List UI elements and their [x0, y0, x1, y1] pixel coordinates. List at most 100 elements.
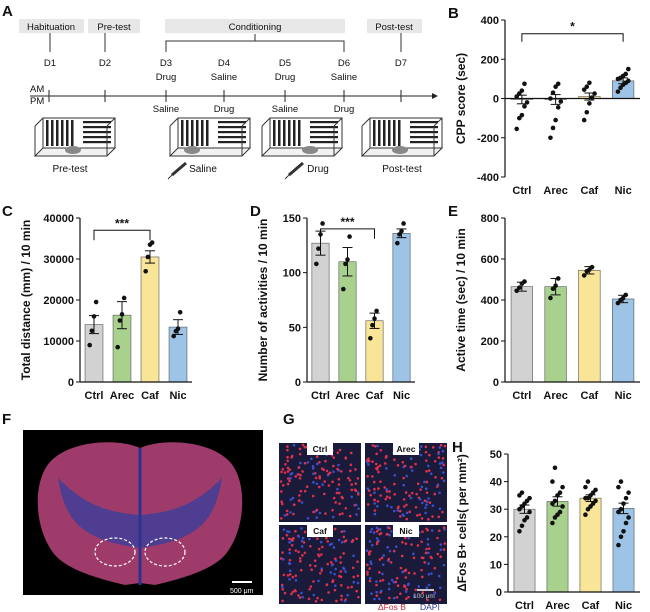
y-tick-label: 400: [481, 15, 499, 27]
y-tick-label: 20000: [43, 295, 74, 307]
significance-bracket: [320, 228, 375, 239]
cell-dot: [378, 464, 382, 467]
cell-dot: [427, 551, 430, 555]
data-point: [552, 465, 558, 471]
cell-dot: [399, 566, 403, 570]
cell-dot: [352, 554, 355, 558]
data-point: [177, 310, 183, 315]
panel-label-b: B: [448, 5, 459, 22]
cell-dot: [279, 557, 283, 560]
cell-dot: [379, 531, 383, 535]
cell-dot: [427, 547, 431, 550]
cell-dot: [354, 482, 358, 485]
cell-dot: [425, 547, 428, 551]
cell-dot: [317, 547, 321, 551]
tile-label-bg: [393, 443, 419, 455]
cell-dot: [342, 552, 345, 555]
cell-dot: [334, 584, 337, 587]
cell-dot: [337, 463, 340, 467]
data-point: [517, 528, 522, 534]
cell-dot: [443, 542, 447, 545]
cell-dot: [288, 479, 291, 483]
cell-dot: [372, 531, 376, 534]
cell-dot: [282, 573, 286, 577]
cell-dot: [281, 467, 285, 471]
cell-dot: [346, 593, 349, 597]
cell-dot: [408, 510, 412, 514]
data-point: [558, 99, 564, 104]
stripe-horizontal: [218, 131, 246, 134]
cell-dot: [325, 469, 329, 473]
data-point: [593, 498, 598, 504]
x-tick-label: Caf: [581, 185, 599, 197]
cell-dot: [286, 455, 289, 459]
cell-dot: [339, 570, 343, 573]
cell-dot: [325, 583, 329, 587]
data-point: [345, 257, 350, 262]
data-point: [516, 285, 522, 291]
bar-nic: [612, 508, 635, 593]
cell-dot: [298, 596, 302, 599]
box-label-posttest: Post-test: [382, 164, 422, 175]
stripe-horizontal: [310, 131, 338, 134]
cell-dot: [438, 507, 442, 511]
cell-dot: [356, 581, 360, 585]
cell-dot: [327, 591, 330, 594]
data-point: [347, 234, 352, 239]
cell-dot: [426, 598, 429, 602]
cell-dot: [393, 493, 396, 496]
am-treatment-label: Saline: [331, 72, 357, 83]
data-point: [581, 273, 587, 278]
cell-dot: [406, 583, 410, 587]
cell-dot: [317, 579, 320, 583]
stripe-horizontal: [83, 121, 111, 124]
cell-dot: [409, 457, 413, 461]
data-point: [560, 484, 565, 490]
cell-dot: [288, 468, 292, 471]
cell-dot: [379, 448, 383, 452]
cpp-apparatus-icon: [360, 117, 444, 157]
cell-dot: [334, 567, 337, 571]
cell-dot: [299, 461, 302, 465]
cell-dot: [378, 528, 382, 531]
cell-dot: [298, 557, 302, 560]
cell-dot: [365, 549, 369, 552]
cell-dot: [404, 590, 408, 593]
data-point: [584, 109, 590, 115]
cell-dot: [425, 470, 428, 473]
data-point: [550, 90, 556, 95]
cell-dot: [298, 476, 302, 480]
cell-dot: [394, 545, 398, 548]
stripe-horizontal: [218, 141, 246, 144]
cell-dot: [313, 559, 317, 563]
x-tick-label: Nic: [615, 185, 632, 197]
cell-dot: [415, 492, 418, 496]
cell-dot: [337, 491, 341, 495]
stripe-horizontal: [310, 121, 338, 124]
cell-dot: [404, 542, 408, 545]
data-point: [626, 78, 631, 84]
panel-label-d: D: [250, 203, 261, 220]
cell-dot: [433, 492, 437, 496]
panel-label-a: A: [2, 3, 13, 20]
data-point: [616, 484, 621, 490]
stripe-vertical: [61, 120, 64, 146]
stripe-vertical: [273, 120, 276, 146]
cell-dot: [331, 480, 334, 484]
cell-dot: [388, 490, 391, 493]
data-point: [555, 81, 561, 87]
tile-label: Nic: [399, 526, 413, 536]
cell-dot: [424, 511, 427, 515]
y-tick-label: 50: [289, 322, 301, 334]
cell-dot: [442, 479, 446, 483]
cell-dot: [315, 508, 319, 512]
cell-dot: [336, 451, 340, 455]
cell-dot: [300, 527, 303, 530]
cell-dot: [421, 591, 425, 594]
tile-label: Arec: [397, 444, 416, 454]
cell-dot: [299, 473, 302, 477]
cell-dot: [299, 559, 302, 563]
cell-dot: [303, 551, 307, 555]
stripe-vertical: [278, 120, 281, 146]
apparatus-edge: [169, 117, 179, 127]
